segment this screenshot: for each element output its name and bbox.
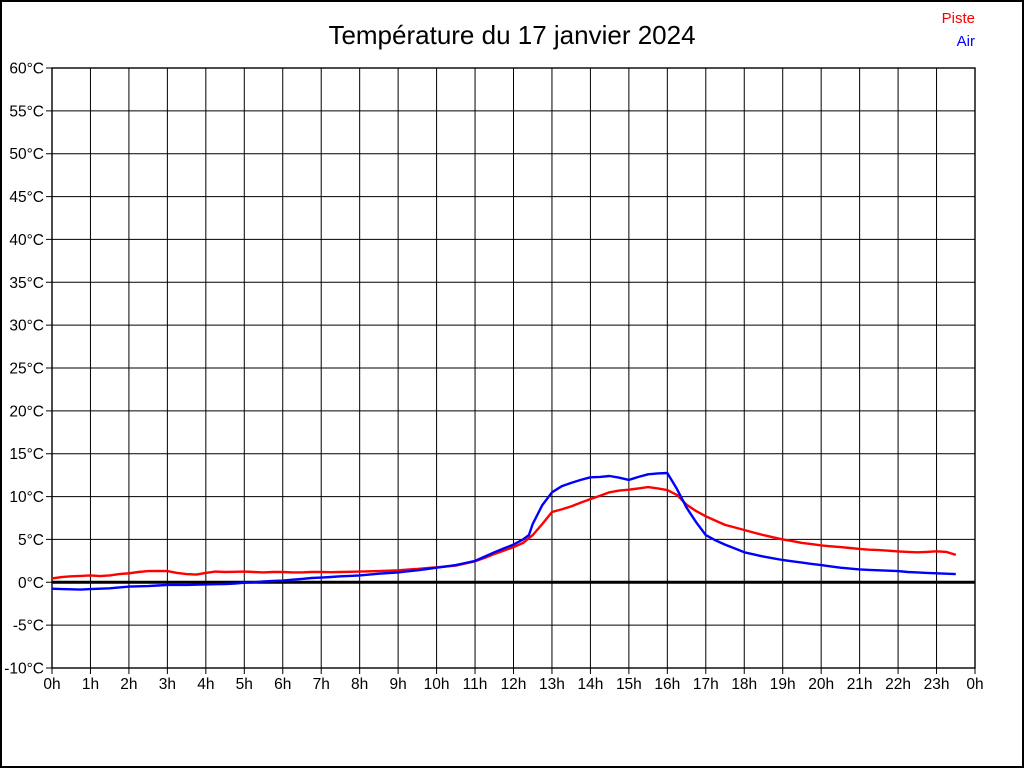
- y-tick-label: 0°C: [18, 575, 44, 592]
- y-tick-label: 15°C: [9, 446, 44, 463]
- y-tick-label: 20°C: [9, 403, 44, 420]
- x-tick-label: 16h: [654, 676, 680, 693]
- chart-legend: Piste Air: [942, 7, 975, 53]
- y-tick-label: -5°C: [13, 618, 44, 635]
- x-tick-label: 12h: [501, 676, 527, 693]
- x-tick-label: 22h: [885, 676, 911, 693]
- x-tick-label: 0h: [966, 676, 983, 693]
- x-tick-label: 15h: [616, 676, 642, 693]
- y-tick-label: 40°C: [9, 232, 44, 249]
- x-tick-label: 4h: [197, 676, 214, 693]
- y-tick-label: -10°C: [4, 661, 44, 678]
- x-tick-label: 0h: [43, 676, 60, 693]
- x-tick-label: 14h: [577, 676, 603, 693]
- plot-frame: [51, 67, 976, 669]
- legend-item-air: Air: [956, 33, 975, 50]
- y-tick-label: 30°C: [9, 318, 44, 335]
- x-tick-label: 10h: [424, 676, 450, 693]
- x-tick-label: 20h: [808, 676, 834, 693]
- axis-labels: 60°C 55°C 50°C 45°C 40°C 35°C 30°C 25°C 20°C 15°C…: [4, 61, 983, 694]
- chart-title: Température du 17 janvier 2024: [328, 20, 696, 50]
- x-tick-label: 6h: [274, 676, 291, 693]
- series-air: [51, 471, 956, 591]
- y-tick-label: 60°C: [9, 61, 44, 78]
- x-tick-label: 8h: [351, 676, 368, 693]
- x-tick-label: 17h: [693, 676, 719, 693]
- x-tick-label: 9h: [390, 676, 407, 693]
- x-tick-label: 23h: [924, 676, 950, 693]
- y-tick-label: 5°C: [18, 532, 44, 549]
- y-tick-label: 25°C: [9, 361, 44, 378]
- legend-item-piste: Piste: [941, 10, 975, 27]
- x-tick-label: 13h: [539, 676, 565, 693]
- y-tick-label: 10°C: [9, 489, 44, 506]
- x-tick-label: 3h: [159, 676, 176, 693]
- x-tick-label: 2h: [120, 676, 137, 693]
- y-tick-label: 50°C: [9, 146, 44, 163]
- series-piste: [51, 485, 957, 580]
- y-tick-label: 45°C: [9, 189, 44, 206]
- x-tick-label: 11h: [463, 676, 488, 693]
- x-tick-label: 18h: [731, 676, 757, 693]
- y-tick-label: 35°C: [9, 275, 44, 292]
- x-tick-label: 1h: [82, 676, 99, 693]
- x-tick-label: 19h: [770, 676, 796, 693]
- x-tick-label: 21h: [847, 676, 873, 693]
- x-tick-label: 5h: [236, 676, 253, 693]
- y-tick-label: 55°C: [9, 103, 44, 120]
- x-tick-label: 7h: [313, 676, 330, 693]
